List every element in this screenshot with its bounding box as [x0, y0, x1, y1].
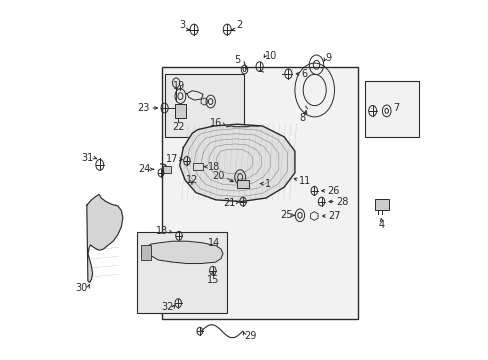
- Text: 22: 22: [172, 122, 184, 132]
- Text: 12: 12: [185, 175, 198, 185]
- Text: 4: 4: [378, 220, 384, 230]
- Text: 13: 13: [156, 226, 168, 236]
- Text: 17: 17: [165, 154, 178, 164]
- Text: 24: 24: [138, 164, 150, 174]
- Text: 27: 27: [327, 211, 340, 221]
- Polygon shape: [87, 194, 122, 283]
- Text: 26: 26: [326, 186, 339, 196]
- Text: 16: 16: [209, 118, 222, 128]
- Text: 18: 18: [207, 162, 220, 172]
- Text: 14: 14: [207, 238, 220, 248]
- Text: 5: 5: [234, 55, 241, 65]
- Bar: [174, 104, 186, 118]
- Text: 28: 28: [336, 197, 348, 207]
- Text: 3: 3: [179, 20, 185, 30]
- Bar: [237, 180, 248, 188]
- Bar: [141, 245, 151, 260]
- Text: 6: 6: [301, 69, 307, 79]
- Text: 19: 19: [172, 81, 185, 91]
- Text: 2: 2: [236, 20, 242, 30]
- Text: 11: 11: [299, 176, 311, 186]
- Bar: [374, 199, 388, 210]
- Text: 23: 23: [137, 103, 149, 113]
- Text: 21: 21: [223, 198, 235, 208]
- Text: 15: 15: [206, 275, 219, 285]
- Bar: [162, 67, 357, 319]
- Text: 20: 20: [211, 171, 224, 181]
- Text: 9: 9: [325, 53, 330, 63]
- Text: 10: 10: [264, 51, 276, 61]
- Text: 29: 29: [244, 330, 256, 341]
- Bar: [365, 81, 418, 137]
- Bar: [163, 166, 171, 173]
- Text: 30: 30: [75, 283, 87, 293]
- Text: 7: 7: [392, 103, 398, 113]
- Bar: [193, 163, 203, 170]
- Bar: [137, 232, 227, 313]
- Text: 25: 25: [280, 210, 292, 220]
- Text: 8: 8: [299, 113, 305, 123]
- Text: 31: 31: [81, 153, 93, 163]
- Polygon shape: [179, 124, 294, 202]
- Text: 1: 1: [264, 179, 270, 189]
- Polygon shape: [142, 241, 223, 264]
- Text: 32: 32: [161, 302, 173, 312]
- Bar: [164, 74, 244, 137]
